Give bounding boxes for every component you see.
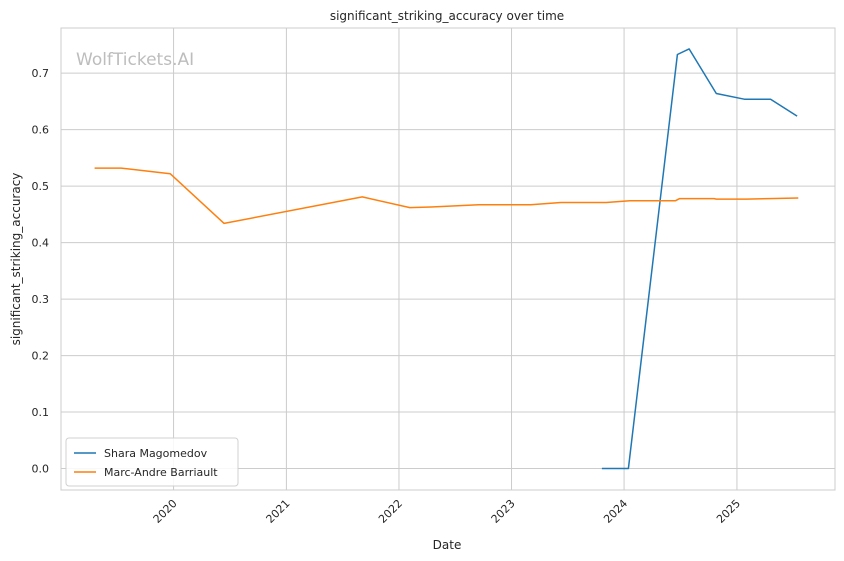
y-tick-label: 0.6 [32, 124, 50, 137]
y-axis-title: significant_striking_accuracy [9, 173, 23, 346]
y-tick-label: 0.3 [32, 293, 50, 306]
x-axis-title: Date [433, 538, 462, 552]
series-layer [94, 48, 799, 470]
chart-title: significant_striking_accuracy over time [330, 9, 564, 23]
legend-label-shara-magomedov: Shara Magomedov [104, 447, 208, 460]
legend-label-marc-andre-barriault: Marc-Andre Barriault [104, 466, 218, 479]
y-tick-label: 0.2 [32, 350, 50, 363]
y-axis: 0.0 0.1 0.2 0.3 0.4 0.5 0.6 0.7 [32, 67, 50, 475]
gridlines [61, 28, 835, 490]
watermark: WolfTickets.AI [76, 50, 194, 70]
legend: Shara Magomedov Marc-Andre Barriault [65, 437, 239, 487]
series-line-shara-magomedov [601, 48, 798, 470]
y-tick-label: 0.1 [32, 406, 50, 419]
series-line-marc-andre-barriault [94, 167, 799, 225]
y-tick-label: 0.4 [32, 237, 50, 250]
y-tick-label: 0.5 [32, 180, 50, 193]
plot-area [60, 27, 836, 491]
y-tick-label: 0.0 [32, 463, 50, 476]
y-tick-label: 0.7 [32, 67, 50, 80]
legend-box [65, 437, 239, 487]
